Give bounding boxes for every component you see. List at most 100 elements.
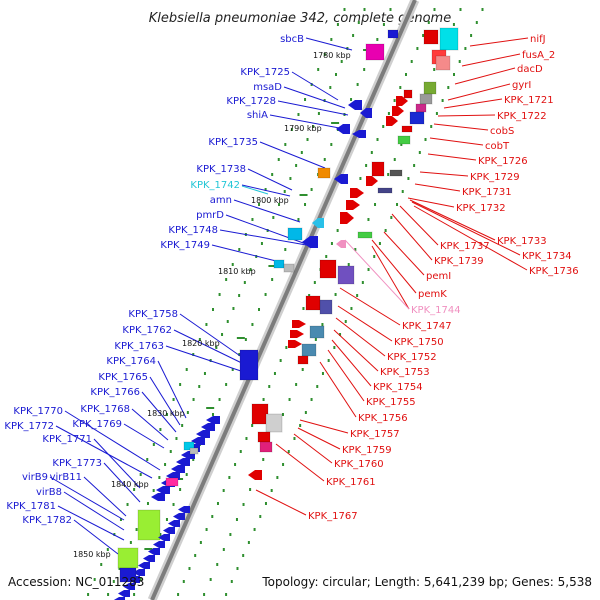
gene-label[interactable]: KPK_1760: [334, 459, 384, 470]
gene-block: [189, 447, 199, 455]
gene-label[interactable]: KPK_1747: [402, 321, 452, 332]
gene-label[interactable]: KPK_1729: [470, 172, 520, 183]
gene-label[interactable]: KPK_1750: [394, 337, 444, 348]
gene-label[interactable]: KPK_1721: [504, 95, 554, 106]
track-dot: [164, 463, 167, 466]
gene-label[interactable]: KPK_1769: [72, 419, 122, 430]
gene-label[interactable]: amn: [210, 195, 232, 206]
gene-label[interactable]: KPK_1738: [196, 164, 246, 175]
track-dot: [244, 338, 247, 341]
track-dot: [481, 8, 484, 11]
gene-label[interactable]: KPK_1757: [350, 429, 400, 440]
track-dot: [234, 463, 237, 466]
gene-label[interactable]: KPK_1772: [4, 421, 54, 432]
gene-label[interactable]: cobT: [485, 141, 510, 152]
track-dot: [273, 372, 276, 375]
track-dot: [356, 83, 359, 86]
track-dot: [339, 333, 342, 336]
track-dot: [300, 151, 303, 154]
gene-label[interactable]: KPK_1767: [308, 511, 358, 522]
gene-label[interactable]: KPK_1752: [387, 352, 437, 363]
track-dot: [370, 151, 373, 154]
gene-label[interactable]: KPK_1744: [411, 305, 461, 316]
gene-label[interactable]: sbcB: [280, 34, 304, 45]
gene-arrow: [302, 236, 318, 248]
leader-line: [63, 491, 125, 531]
leader-line: [427, 153, 477, 161]
gene-label[interactable]: virB9: [22, 472, 48, 483]
gene-label[interactable]: dacD: [517, 64, 543, 75]
gene-label[interactable]: KPK_1782: [22, 515, 72, 526]
gene-label[interactable]: KPK_1762: [122, 325, 172, 336]
track-dot: [367, 268, 370, 271]
gene-label[interactable]: pemK: [418, 289, 447, 300]
gene-label[interactable]: KPK_1759: [342, 445, 392, 456]
track-dot: [211, 515, 214, 518]
gene-arrow: [340, 212, 354, 224]
gene-label[interactable]: KPK_1733: [497, 236, 547, 247]
gene-label[interactable]: KPK_1763: [114, 341, 164, 352]
gene-label[interactable]: virB8: [36, 487, 62, 498]
gene-label[interactable]: KPK_1771: [42, 434, 92, 445]
gene-label[interactable]: KPK_1739: [434, 256, 484, 267]
gene-label[interactable]: cobS: [490, 126, 514, 137]
gene-label[interactable]: KPK_1758: [128, 309, 178, 320]
track-dot: [288, 398, 291, 401]
leader-line: [383, 231, 425, 276]
gene-block: [119, 567, 137, 583]
gene-label[interactable]: msaD: [253, 82, 282, 93]
track-dot: [357, 21, 360, 24]
gene-label[interactable]: virB11: [50, 472, 82, 483]
gene-label[interactable]: KPK_1764: [106, 356, 156, 367]
gene-block: [365, 43, 385, 61]
track-dot: [238, 248, 241, 251]
gene-label[interactable]: KPK_1725: [240, 67, 290, 78]
gene-label[interactable]: KPK_1735: [208, 137, 258, 148]
gene-label[interactable]: KPK_1732: [456, 203, 506, 214]
track-dot: [165, 413, 168, 416]
gene-block: [439, 27, 459, 51]
gene-label[interactable]: shiA: [247, 110, 268, 121]
gene-label[interactable]: KPK_1755: [366, 397, 416, 408]
gene-label[interactable]: KPK_1770: [13, 406, 63, 417]
gene-label[interactable]: KPK_1748: [168, 225, 218, 236]
track-dot: [393, 158, 396, 161]
track-dot: [129, 541, 132, 544]
track-dot: [284, 143, 287, 146]
gene-label[interactable]: KPK_1731: [462, 187, 512, 198]
gene-label[interactable]: KPK_1737: [440, 241, 490, 252]
track-dot: [245, 437, 248, 440]
gene-label[interactable]: gyrI: [512, 80, 531, 91]
gene-label[interactable]: pmrD: [196, 210, 224, 221]
gene-label[interactable]: KPK_1754: [373, 382, 423, 393]
gene-label[interactable]: KPK_1728: [226, 96, 276, 107]
gene-label[interactable]: KPK_1753: [380, 367, 430, 378]
gene-label[interactable]: KPK_1756: [358, 413, 408, 424]
gene-label[interactable]: KPK_1734: [522, 251, 572, 262]
track-dot: [209, 578, 212, 581]
gene-label[interactable]: KPK_1766: [90, 387, 140, 398]
gene-label[interactable]: nifJ: [530, 34, 546, 45]
track-dot: [251, 218, 254, 221]
track-dot: [126, 503, 129, 506]
gene-block: [409, 111, 425, 125]
gene-label[interactable]: KPK_1722: [497, 111, 547, 122]
leader-line: [331, 339, 372, 387]
gene-label[interactable]: KPK_1781: [6, 501, 56, 512]
track-dot: [205, 528, 208, 531]
leader-line: [299, 419, 349, 434]
gene-label[interactable]: fusA_2: [522, 50, 555, 61]
gene-label[interactable]: KPK_1736: [529, 266, 579, 277]
gene-label[interactable]: KPK_1765: [98, 372, 148, 383]
gene-label[interactable]: KPK_1761: [326, 477, 376, 488]
gene-label[interactable]: KPK_1773: [52, 458, 102, 469]
gene-arrow: [176, 458, 190, 466]
gene-label[interactable]: KPK_1749: [160, 240, 210, 251]
gene-label[interactable]: KPK_1768: [80, 404, 130, 415]
gene-label[interactable]: KPK_1726: [478, 156, 528, 167]
track-dot: [194, 554, 197, 557]
gene-label[interactable]: KPK_1742: [190, 180, 240, 191]
leader-line-highlight: [344, 239, 410, 310]
gene-label[interactable]: pemI: [426, 271, 451, 282]
track-dot: [435, 112, 438, 115]
